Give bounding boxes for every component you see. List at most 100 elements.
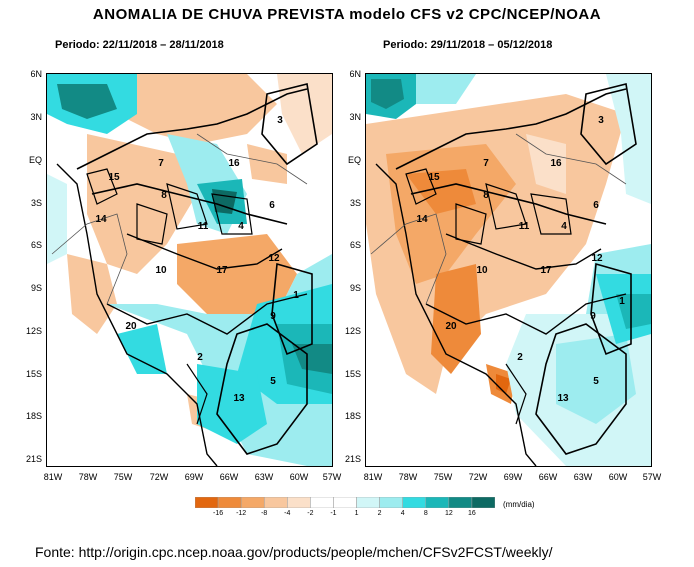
legend-swatch bbox=[333, 497, 357, 508]
lon-label: 66W bbox=[538, 472, 558, 482]
basin-number: 11 bbox=[197, 221, 209, 232]
legend-swatch bbox=[263, 497, 288, 508]
legend-label: -4 bbox=[284, 510, 291, 517]
basin-number: 6 bbox=[269, 200, 275, 211]
basin-number: 15 bbox=[108, 172, 120, 183]
legend-swatch bbox=[402, 497, 427, 508]
basin-number: 16 bbox=[550, 158, 562, 169]
basin-number: 13 bbox=[233, 393, 245, 404]
lat-label: 21S bbox=[344, 454, 361, 464]
lon-label: 69W bbox=[503, 472, 523, 482]
basin-number: 16 bbox=[228, 158, 240, 169]
lon-label: 81W bbox=[363, 472, 383, 482]
basin-number: 9 bbox=[590, 311, 596, 322]
legend-label: 1 bbox=[354, 510, 359, 517]
lon-label: 60W bbox=[608, 472, 628, 482]
legend-swatch bbox=[195, 497, 219, 508]
lat-label: 15S bbox=[25, 369, 42, 379]
legend-label: 16 bbox=[468, 510, 476, 517]
lat-label: 3S bbox=[30, 198, 42, 208]
basin-number: 5 bbox=[270, 376, 276, 387]
basin-number: 17 bbox=[216, 265, 228, 276]
lat-label: 6S bbox=[349, 240, 361, 250]
legend-unit: (mm/dia) bbox=[503, 500, 535, 509]
lat-label: 9S bbox=[30, 283, 42, 293]
legend-swatch bbox=[310, 497, 334, 508]
lat-label: 18S bbox=[25, 411, 42, 421]
basin-number: 6 bbox=[593, 200, 599, 211]
lon-label: 66W bbox=[219, 472, 239, 482]
lon-label: 75W bbox=[113, 472, 133, 482]
legend-swatch bbox=[379, 497, 403, 508]
legend-label: -2 bbox=[307, 510, 314, 517]
legend-swatch bbox=[356, 497, 380, 508]
legend-label: -12 bbox=[236, 510, 247, 517]
legend-swatch bbox=[217, 497, 242, 508]
lat-label: EQ bbox=[347, 155, 361, 165]
basin-number: 2 bbox=[197, 352, 203, 363]
basin-number: 4 bbox=[561, 221, 567, 232]
basin-number: 8 bbox=[161, 190, 167, 201]
legend-label: 4 bbox=[400, 510, 405, 517]
legend-swatch bbox=[287, 497, 311, 508]
basin-number: 5 bbox=[593, 376, 599, 387]
basin-number: 1 bbox=[293, 290, 299, 301]
basin-number: 15 bbox=[428, 172, 440, 183]
lat-label: 3N bbox=[349, 112, 361, 122]
basin-number: 13 bbox=[557, 393, 569, 404]
basin-number: 10 bbox=[476, 265, 488, 276]
basin-number: 7 bbox=[483, 158, 489, 169]
period-label-left: Periodo: 22/11/2018 – 28/11/2018 bbox=[55, 39, 224, 51]
lon-label: 81W bbox=[43, 472, 63, 482]
lat-label: EQ bbox=[28, 155, 42, 165]
lat-label: 12S bbox=[344, 326, 361, 336]
basin-number: 14 bbox=[95, 214, 107, 225]
legend-label: -1 bbox=[330, 510, 337, 517]
forecast-map-week2 bbox=[365, 73, 652, 467]
basin-number: 14 bbox=[416, 214, 428, 225]
lat-label: 3S bbox=[349, 198, 361, 208]
lon-label: 57W bbox=[642, 472, 662, 482]
lat-label: 21S bbox=[25, 454, 42, 464]
legend-swatch bbox=[240, 497, 265, 508]
basin-number: 17 bbox=[540, 265, 552, 276]
basin-number: 3 bbox=[598, 115, 604, 126]
legend-label: -8 bbox=[261, 510, 268, 517]
lon-label: 75W bbox=[433, 472, 453, 482]
lon-label: 72W bbox=[149, 472, 169, 482]
lon-label: 78W bbox=[398, 472, 418, 482]
basin-number: 1 bbox=[619, 296, 625, 307]
legend-label: 12 bbox=[444, 510, 453, 517]
basin-number: 11 bbox=[518, 221, 530, 232]
lat-label: 3N bbox=[30, 112, 42, 122]
basin-number: 9 bbox=[270, 311, 276, 322]
lat-label: 12S bbox=[25, 326, 42, 336]
legend-swatch bbox=[425, 497, 450, 508]
legend-label: -16 bbox=[213, 510, 224, 517]
basin-number: 12 bbox=[268, 253, 280, 264]
basin-number: 8 bbox=[483, 190, 489, 201]
lon-label: 57W bbox=[322, 472, 342, 482]
lat-label: 18S bbox=[344, 411, 361, 421]
legend-swatch bbox=[448, 497, 473, 508]
legend-swatch bbox=[471, 497, 495, 508]
period-label-right: Periodo: 29/11/2018 – 05/12/2018 bbox=[383, 39, 553, 51]
basin-number: 12 bbox=[591, 253, 603, 264]
lon-label: 69W bbox=[184, 472, 204, 482]
lon-label: 63W bbox=[573, 472, 593, 482]
basin-number: 2 bbox=[517, 352, 523, 363]
lat-label: 6N bbox=[30, 69, 42, 79]
basin-number: 20 bbox=[445, 321, 457, 332]
lat-label: 15S bbox=[344, 369, 361, 379]
chart-title: ANOMALIA DE CHUVA PREVISTA modelo CFS v2… bbox=[92, 6, 602, 23]
basin-number: 20 bbox=[125, 321, 137, 332]
lon-label: 60W bbox=[289, 472, 309, 482]
legend-label: 8 bbox=[423, 510, 428, 517]
lat-label: 9S bbox=[349, 283, 361, 293]
lat-label: 6S bbox=[30, 240, 42, 250]
lon-label: 63W bbox=[254, 472, 274, 482]
basin-number: 10 bbox=[155, 265, 167, 276]
color-legend bbox=[195, 497, 495, 508]
basin-number: 7 bbox=[158, 158, 164, 169]
forecast-map-week1 bbox=[46, 73, 333, 467]
